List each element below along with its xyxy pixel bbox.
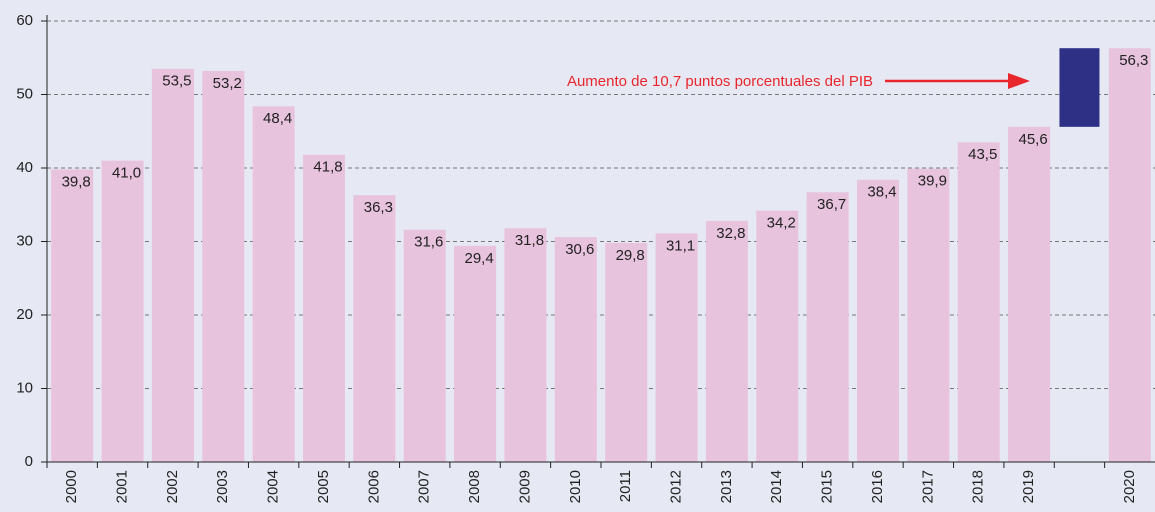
bar	[51, 169, 94, 462]
value-label: 39,8	[62, 173, 91, 190]
bar	[957, 142, 1000, 462]
value-label: 41,8	[313, 159, 342, 176]
annotation: Aumento de 10,7 puntos porcentuales del …	[567, 73, 873, 90]
y-tick-label: 40	[16, 159, 33, 176]
increase-bar	[1059, 48, 1100, 127]
x-tick-label: 2011	[617, 470, 634, 502]
value-label: 38,4	[867, 184, 896, 201]
bar	[1108, 48, 1151, 462]
value-label: 41,0	[112, 165, 141, 182]
x-tick-label: 2001	[114, 470, 131, 503]
x-tick-label: 2009	[516, 470, 533, 503]
bar	[756, 210, 799, 462]
bar	[806, 192, 849, 462]
bar	[353, 195, 396, 462]
y-tick-label: 50	[16, 85, 33, 102]
bar	[605, 242, 648, 462]
y-tick-label: 10	[16, 379, 33, 396]
x-tick-label: 2014	[768, 470, 785, 503]
y-tick-label: 0	[25, 453, 33, 470]
x-tick-label: 2015	[819, 470, 836, 503]
bar	[252, 106, 295, 462]
x-tick-label: 2008	[466, 470, 483, 503]
bar	[202, 70, 245, 462]
x-tick-label: 2006	[365, 470, 382, 503]
bar	[454, 245, 497, 462]
value-label: 36,7	[817, 196, 846, 213]
value-label: 45,6	[1018, 131, 1047, 148]
x-tick-label: 2020	[1121, 470, 1138, 503]
bar	[101, 160, 144, 462]
x-tick-label: 2012	[668, 470, 685, 503]
x-tick-label: 2002	[164, 470, 181, 503]
x-tick-label: 2003	[214, 470, 231, 503]
value-label: 39,9	[918, 173, 947, 190]
value-label: 43,5	[968, 146, 997, 163]
bar	[151, 68, 194, 463]
bar	[303, 154, 345, 462]
x-tick-label: 2016	[869, 470, 886, 503]
x-tick-label: 2010	[567, 470, 584, 503]
bar	[857, 179, 899, 462]
value-label: 32,8	[716, 225, 745, 242]
y-tick-label: 30	[16, 232, 33, 249]
x-tick-label: 2007	[416, 470, 433, 503]
value-label: 48,4	[263, 110, 292, 127]
value-label: 53,2	[213, 75, 242, 92]
bar	[403, 229, 446, 462]
x-tick-label: 2019	[1020, 470, 1037, 503]
value-label: 34,2	[767, 215, 796, 232]
bar	[1008, 126, 1051, 462]
bar	[705, 220, 748, 462]
x-tick-label: 2000	[63, 470, 80, 503]
x-tick-label: 2013	[718, 470, 735, 503]
y-tick-label: 60	[16, 12, 33, 29]
x-tick-label: 2005	[315, 470, 332, 503]
x-tick-label: 2018	[970, 470, 987, 503]
bar	[554, 237, 597, 462]
y-tick-label: 20	[16, 306, 33, 323]
annotation-arrowhead	[1008, 73, 1030, 89]
value-label: 36,3	[364, 199, 393, 216]
value-label: 31,1	[666, 237, 695, 254]
x-tick-label: 2017	[919, 470, 936, 503]
x-tick-label: 2004	[265, 470, 282, 503]
bar	[504, 228, 547, 462]
bar	[655, 233, 698, 462]
value-label: 53,5	[162, 73, 191, 90]
value-label: 31,8	[515, 232, 544, 249]
bar	[907, 168, 950, 463]
value-label: 30,6	[565, 241, 594, 258]
value-label: 29,8	[616, 247, 645, 264]
value-label: 29,4	[464, 250, 493, 267]
value-label: 31,6	[414, 234, 443, 251]
value-label: 56,3	[1119, 52, 1148, 69]
